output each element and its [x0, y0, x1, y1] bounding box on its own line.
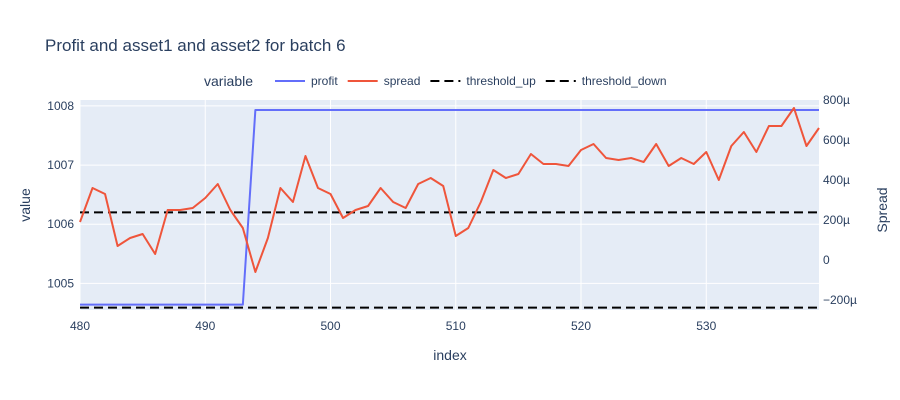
- legend-label-threshold_up: threshold_up: [466, 74, 536, 88]
- x-axis-title: index: [433, 347, 466, 363]
- y2-tick-label: 600µ: [823, 133, 850, 147]
- y2-tick-label: 400µ: [823, 173, 850, 187]
- plot-background: [80, 100, 819, 310]
- y2-axis-title: Spread: [874, 187, 890, 232]
- legend-label-threshold_down: threshold_down: [582, 74, 667, 88]
- y2-tick-label: 0: [823, 253, 830, 267]
- y-tick-label: 1008: [47, 99, 74, 113]
- ticks-layer: 480 490 500 510 520 530 1005 1006 1007 1008 −200µ 0…: [47, 93, 857, 333]
- x-tick-label: 490: [195, 319, 215, 333]
- series-layer: [79, 107, 820, 309]
- x-tick-label: 530: [696, 319, 716, 333]
- x-tick-label: 510: [446, 319, 466, 333]
- y2-tick-label: −200µ: [823, 293, 857, 307]
- legend-title: variable: [204, 73, 253, 89]
- legend-label-profit: profit: [311, 74, 338, 88]
- legend-label-spread: spread: [384, 74, 421, 88]
- y2-tick-label: 200µ: [823, 213, 850, 227]
- y-tick-label: 1005: [47, 276, 74, 290]
- gridlines: [79, 100, 819, 310]
- y2-tick-label: 800µ: [823, 93, 850, 107]
- x-tick-label: 520: [571, 319, 591, 333]
- y-tick-label: 1007: [47, 158, 74, 172]
- x-tick-label: 500: [320, 319, 340, 333]
- x-tick-label: 480: [70, 319, 90, 333]
- y-tick-label: 1006: [47, 217, 74, 231]
- chart-title: Profit and asset1 and asset2 for batch 6: [45, 36, 346, 55]
- series-line-profit: [80, 109, 819, 306]
- y-axis-title: value: [17, 188, 33, 222]
- series-line-spread: [79, 107, 820, 273]
- legend: variable profit spread threshold_up thresho…: [204, 73, 667, 89]
